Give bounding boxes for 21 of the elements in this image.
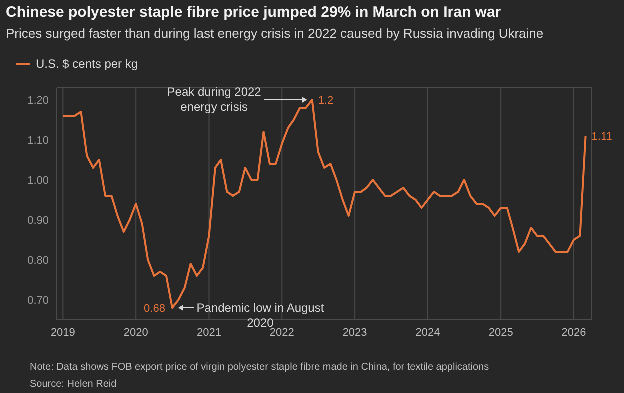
data-label: 0.68 xyxy=(144,303,166,315)
chart-subtitle: Prices surged faster than during last energy crisis in 2022 caused by Russia invading Ukraine xyxy=(6,26,544,41)
y-tick-label: 0.80 xyxy=(28,254,49,267)
y-tick-label: 1.00 xyxy=(28,174,49,187)
y-tick-label: 0.90 xyxy=(28,214,49,227)
x-tick-label: 2020 xyxy=(124,326,148,339)
x-tick-label: 2024 xyxy=(416,326,440,339)
x-tick-label: 2019 xyxy=(50,326,76,339)
data-label: 1.2 xyxy=(318,95,334,107)
legend-label: U.S. $ cents per kg xyxy=(36,57,138,71)
x-tick-label: 2023 xyxy=(342,326,368,339)
chart-title: Chinese polyester staple fibre price jumped 29% in March on Iran war xyxy=(6,4,502,21)
source-note: Source: Helen Reid xyxy=(30,379,117,390)
annotation: Peak during 2022 energy crisis xyxy=(167,85,262,114)
x-tick-label: 2025 xyxy=(488,326,514,339)
data-label: 1.11 xyxy=(592,131,612,143)
x-tick-label: 2026 xyxy=(562,326,586,339)
text: Note: Data shows FOB export price of virgin polyester staple fibre made in China, for textile applications xyxy=(30,362,490,373)
y-tick-label: 1.10 xyxy=(28,134,49,147)
y-tick-label: 0.70 xyxy=(28,294,49,307)
y-tick-label: 1.20 xyxy=(28,94,49,107)
